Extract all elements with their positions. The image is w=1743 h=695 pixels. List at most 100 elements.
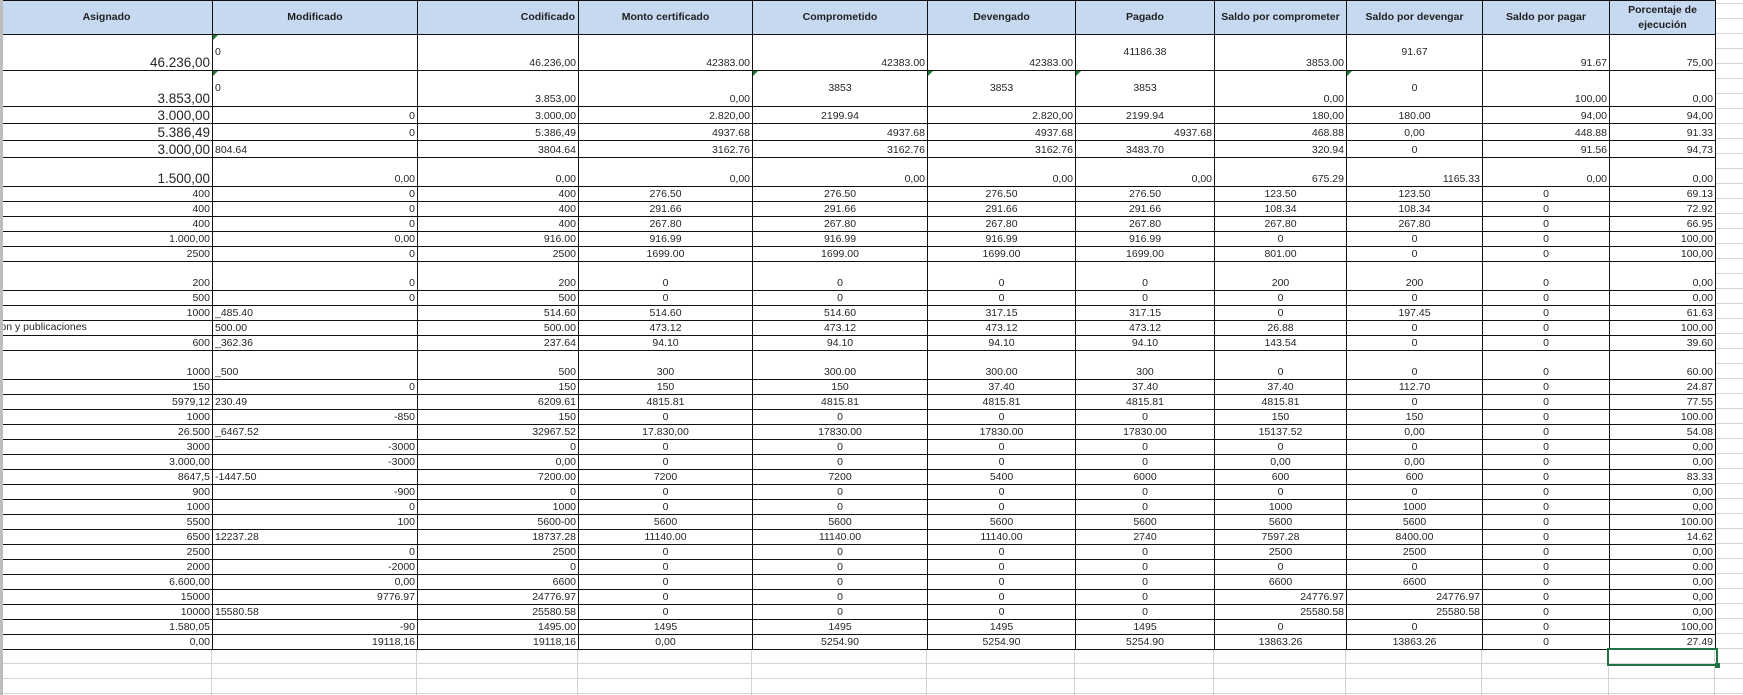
cell-devengado[interactable]: 2.820,00 <box>927 106 1076 124</box>
cell-asignado[interactable]: 10000 <box>0 604 213 620</box>
cell-monto-certificado[interactable]: 0 <box>578 589 753 605</box>
cell-pagado[interactable]: 0 <box>1075 409 1215 425</box>
cell-comprometido[interactable]: 0 <box>752 574 928 590</box>
cell-saldo-por-devengar[interactable]: 0 <box>1346 290 1483 306</box>
cell-asignado[interactable]: 3.000,00 <box>0 454 213 470</box>
cell-asignado[interactable]: 3.000,00 <box>0 140 213 158</box>
cell-saldo-por-pagar[interactable]: 0 <box>1482 261 1610 291</box>
cell-comprometido[interactable]: 916.99 <box>752 231 928 247</box>
cell-pagado[interactable]: 0 <box>1075 454 1215 470</box>
selected-cell[interactable] <box>1607 648 1720 668</box>
cell-pagado[interactable]: 41186.38 <box>1075 34 1215 71</box>
cell-porcentaje-ejecucion[interactable]: 0,00 <box>1609 157 1716 187</box>
cell-comprometido[interactable]: 514.60 <box>752 305 928 321</box>
cell-modificado[interactable]: 0 <box>212 379 418 395</box>
cell-asignado[interactable]: 1.580,05 <box>0 619 213 635</box>
cell-monto-certificado[interactable]: 0 <box>578 290 753 306</box>
cell-codificado[interactable]: 7200.00 <box>417 469 579 485</box>
cell-porcentaje-ejecucion[interactable]: 100,00 <box>1609 320 1716 336</box>
cell-pagado[interactable]: 94.10 <box>1075 335 1215 351</box>
cell-asignado[interactable]: 1000 <box>0 409 213 425</box>
cell-saldo-por-comprometer[interactable]: 0 <box>1214 484 1347 500</box>
cell-saldo-por-pagar[interactable]: 0 <box>1482 499 1610 515</box>
cell-devengado[interactable]: 473.12 <box>927 320 1076 336</box>
cell-saldo-por-devengar[interactable]: 0,00 <box>1346 424 1483 440</box>
cell-asignado[interactable]: 3.853,00 <box>0 70 213 107</box>
cell-codificado[interactable]: 400 <box>417 186 579 202</box>
cell-asignado[interactable]: 150 <box>0 379 213 395</box>
column-header-saldo-por-comprometer[interactable]: Saldo por comprometer <box>1214 0 1347 35</box>
cell-devengado[interactable]: 0 <box>927 499 1076 515</box>
cell-asignado[interactable]: 900 <box>0 484 213 500</box>
cell-porcentaje-ejecucion[interactable]: 54.08 <box>1609 424 1716 440</box>
cell-saldo-por-devengar[interactable]: 0 <box>1346 335 1483 351</box>
cell-saldo-por-devengar[interactable]: 0 <box>1346 70 1483 107</box>
cell-modificado[interactable]: -850 <box>212 409 418 425</box>
cell-modificado[interactable]: 19118,16 <box>212 634 418 650</box>
cell-pagado[interactable]: 4815.81 <box>1075 394 1215 410</box>
cell-saldo-por-devengar[interactable]: 108.34 <box>1346 201 1483 217</box>
cell-saldo-por-comprometer[interactable]: 0 <box>1214 350 1347 380</box>
cell-saldo-por-comprometer[interactable]: 0 <box>1214 439 1347 455</box>
cell-devengado[interactable]: 0 <box>927 484 1076 500</box>
cell-saldo-por-comprometer[interactable]: 0,00 <box>1214 454 1347 470</box>
cell-monto-certificado[interactable]: 4937.68 <box>578 123 753 141</box>
cell-comprometido[interactable]: 3162.76 <box>752 140 928 158</box>
cell-saldo-por-pagar[interactable]: 0 <box>1482 290 1610 306</box>
cell-codificado[interactable]: 32967.52 <box>417 424 579 440</box>
cell-monto-certificado[interactable]: 276.50 <box>578 186 753 202</box>
cell-codificado[interactable]: 500 <box>417 350 579 380</box>
cell-saldo-por-devengar[interactable]: 8400.00 <box>1346 529 1483 545</box>
cell-devengado[interactable]: 5254.90 <box>927 634 1076 650</box>
cell-saldo-por-devengar[interactable]: 0 <box>1346 439 1483 455</box>
cell-pagado[interactable]: 37.40 <box>1075 379 1215 395</box>
cell-comprometido[interactable]: 0 <box>752 589 928 605</box>
cell-saldo-por-pagar[interactable]: 0 <box>1482 529 1610 545</box>
cell-saldo-por-comprometer[interactable]: 468.88 <box>1214 123 1347 141</box>
cell-porcentaje-ejecucion[interactable]: 0,00 <box>1609 484 1716 500</box>
cell-monto-certificado[interactable]: 0 <box>578 499 753 515</box>
cell-porcentaje-ejecucion[interactable]: 72.92 <box>1609 201 1716 217</box>
cell-devengado[interactable]: 0 <box>927 589 1076 605</box>
cell-asignado[interactable]: 3000 <box>0 439 213 455</box>
cell-pagado[interactable]: 291.66 <box>1075 201 1215 217</box>
cell-modificado[interactable]: 500.00 <box>212 320 418 336</box>
cell-modificado[interactable]: 0 <box>212 123 418 141</box>
cell-saldo-por-pagar[interactable]: 0,00 <box>1482 157 1610 187</box>
cell-saldo-por-devengar[interactable]: 123.50 <box>1346 186 1483 202</box>
cell-porcentaje-ejecucion[interactable]: 0.00 <box>1609 559 1716 575</box>
cell-codificado[interactable]: 1000 <box>417 499 579 515</box>
cell-devengado[interactable]: 3162.76 <box>927 140 1076 158</box>
cell-asignado[interactable]: 1.500,00 <box>0 157 213 187</box>
cell-saldo-por-comprometer[interactable]: 5600 <box>1214 514 1347 530</box>
cell-codificado[interactable]: 400 <box>417 216 579 232</box>
cell-saldo-por-comprometer[interactable]: 150 <box>1214 409 1347 425</box>
cell-saldo-por-comprometer[interactable]: 0 <box>1214 305 1347 321</box>
cell-saldo-por-pagar[interactable]: 0 <box>1482 186 1610 202</box>
cell-devengado[interactable]: 0,00 <box>927 157 1076 187</box>
cell-saldo-por-pagar[interactable]: 0 <box>1482 424 1610 440</box>
cell-monto-certificado[interactable]: 150 <box>578 379 753 395</box>
cell-monto-certificado[interactable]: 0,00 <box>578 157 753 187</box>
cell-codificado[interactable]: 25580.58 <box>417 604 579 620</box>
cell-saldo-por-pagar[interactable]: 0 <box>1482 574 1610 590</box>
cell-saldo-por-pagar[interactable]: 0 <box>1482 409 1610 425</box>
cell-monto-certificado[interactable]: 0 <box>578 261 753 291</box>
cell-saldo-por-comprometer[interactable]: 180,00 <box>1214 106 1347 124</box>
cell-saldo-por-comprometer[interactable]: 123.50 <box>1214 186 1347 202</box>
cell-monto-certificado[interactable]: 514.60 <box>578 305 753 321</box>
cell-saldo-por-comprometer[interactable]: 267.80 <box>1214 216 1347 232</box>
cell-pagado[interactable]: 267.80 <box>1075 216 1215 232</box>
cell-modificado[interactable]: 0 <box>212 290 418 306</box>
cell-modificado[interactable]: -90 <box>212 619 418 635</box>
cell-saldo-por-devengar[interactable]: 24776.97 <box>1346 589 1483 605</box>
cell-asignado[interactable]: 46.236,00 <box>0 34 213 71</box>
cell-saldo-por-devengar[interactable]: 0 <box>1346 320 1483 336</box>
cell-saldo-por-comprometer[interactable]: 0 <box>1214 559 1347 575</box>
cell-pagado[interactable]: 2740 <box>1075 529 1215 545</box>
cell-monto-certificado[interactable]: 0 <box>578 574 753 590</box>
cell-comprometido[interactable]: 5600 <box>752 514 928 530</box>
cell-asignado[interactable]: 2500 <box>0 544 213 560</box>
cell-asignado[interactable]: 1000 <box>0 305 213 321</box>
cell-asignado[interactable]: 3.000,00 <box>0 106 213 124</box>
